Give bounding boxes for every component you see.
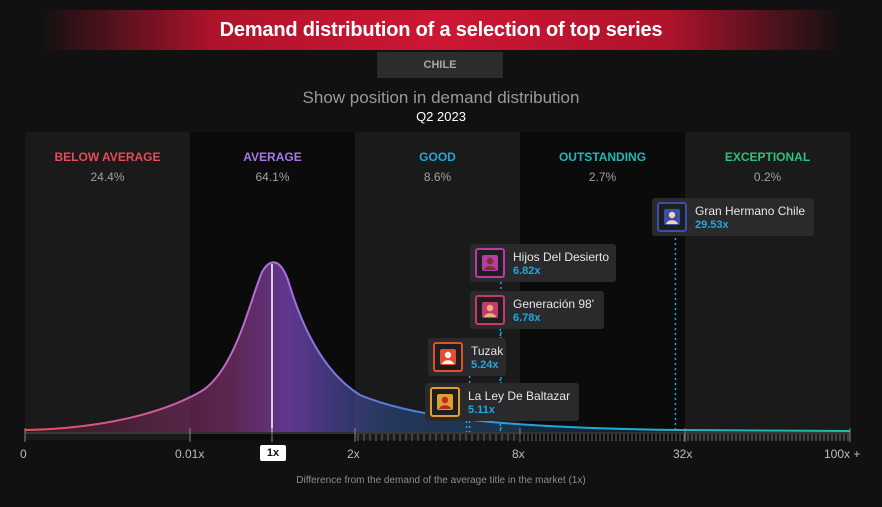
figure-icon: [475, 248, 505, 278]
x-tick-label: 0: [20, 447, 27, 461]
x-tick-label: 2x: [347, 447, 360, 461]
band-share-good: 8.6%: [423, 170, 452, 184]
portrait-icon: [657, 202, 687, 232]
band-label-outstanding: OUTSTANDING: [558, 150, 647, 164]
distribution-area: [25, 262, 850, 432]
chart-subtitle: Show position in demand distribution: [302, 88, 580, 107]
show-callout[interactable]: Gran Hermano Chile 29.53x: [652, 198, 814, 236]
quarter-label: Q2 2023: [416, 109, 466, 124]
group-icon: [475, 295, 505, 325]
show-multiplier: 6.78x: [513, 311, 541, 324]
x-tick-label: 32x: [673, 447, 693, 461]
band-share-exceptional: 0.2%: [753, 170, 782, 184]
show-name: La Ley De Baltazar: [468, 388, 571, 403]
title-banner: Demand distribution of a selection of to…: [40, 10, 842, 50]
x-tick-label: 8x: [512, 447, 525, 461]
show-multiplier: 6.82x: [513, 264, 541, 277]
x-tick-label: 0.01x: [175, 447, 205, 461]
show-callout[interactable]: Hijos Del Desierto 6.82x: [470, 244, 616, 282]
show-callout[interactable]: Generación 98' 6.78x: [470, 291, 604, 329]
show-name: Tuzak: [471, 343, 504, 358]
group-icon: [430, 387, 460, 417]
x-tick-label: 100x +: [824, 447, 861, 461]
show-multiplier: 5.11x: [468, 403, 495, 416]
show-name: Gran Hermano Chile: [695, 203, 806, 218]
x-axis-label: Difference from the demand of the averag…: [296, 475, 586, 486]
show-multiplier: 5.24x: [471, 358, 499, 371]
band-label-below-average: BELOW AVERAGE: [54, 150, 161, 164]
show-callout[interactable]: La Ley De Baltazar 5.11x: [425, 383, 579, 421]
country-label: CHILE: [423, 59, 457, 71]
band-share-below-average: 24.4%: [90, 170, 125, 184]
band-label-good: GOOD: [419, 150, 456, 164]
show-name: Generación 98': [513, 296, 595, 311]
show-callout[interactable]: Tuzak 5.24x: [428, 338, 506, 376]
show-name: Hijos Del Desierto: [513, 249, 610, 264]
band-share-outstanding: 2.7%: [588, 170, 617, 184]
band-share-average: 64.1%: [255, 170, 290, 184]
chart-title: Demand distribution of a selection of to…: [219, 18, 663, 41]
band-label-exceptional: EXCEPTIONAL: [724, 150, 811, 164]
show-multiplier: 29.53x: [695, 218, 729, 231]
x-tick-average: 1x: [260, 445, 286, 461]
country-pill[interactable]: CHILE: [377, 52, 503, 78]
band-label-average: AVERAGE: [243, 150, 302, 164]
band-exceptional: [685, 132, 850, 440]
figure-icon: [433, 342, 463, 372]
distribution-curve: [24, 261, 851, 432]
band-below-average: [25, 132, 190, 440]
